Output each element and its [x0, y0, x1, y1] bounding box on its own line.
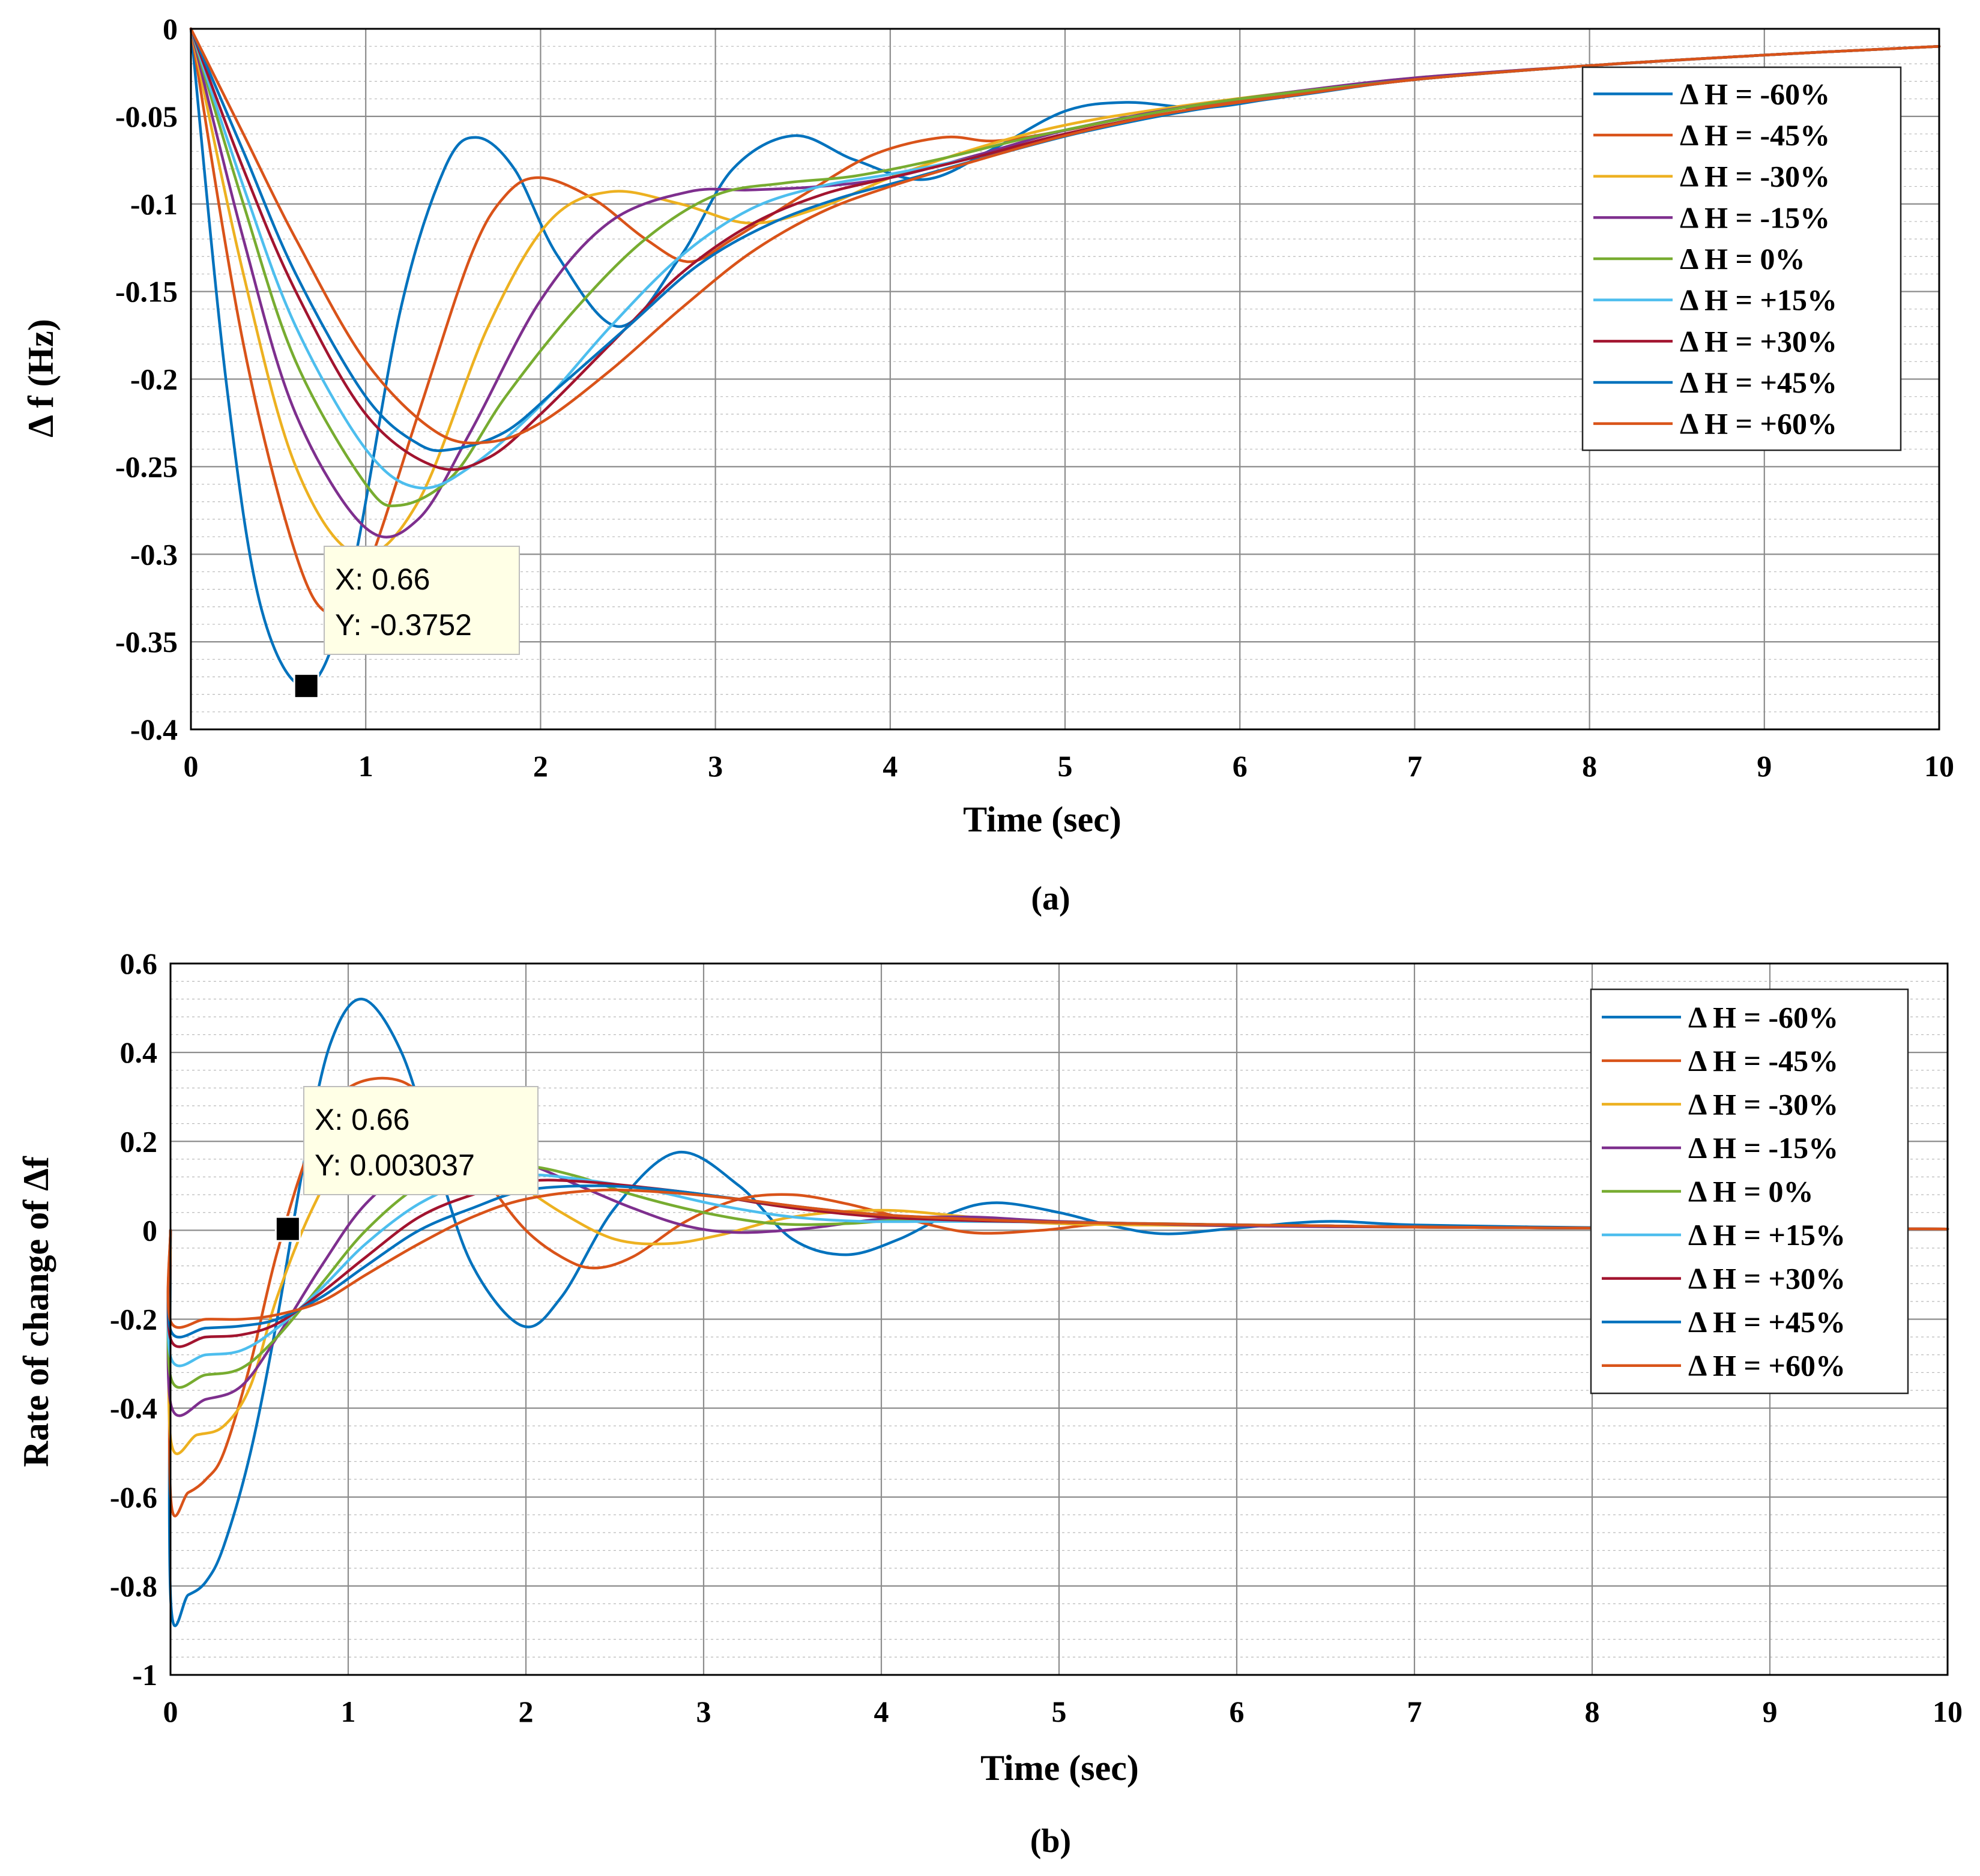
legend-entry-label: Δ H = +15%	[1680, 283, 1837, 317]
x-tick-label: 6	[1233, 749, 1248, 783]
datatip-box	[324, 546, 520, 655]
datatip-b[interactable]: X: 0.66 Y: 0.003037	[274, 1086, 539, 1242]
legend-entry-label: Δ H = 0%	[1680, 242, 1805, 276]
y-tick-label: -0.2	[130, 363, 178, 396]
x-tick-label: 5	[1058, 749, 1073, 783]
x-axis-label-a: Time (sec)	[963, 800, 1121, 839]
y-tick-label: 0.6	[120, 947, 158, 980]
legend-entry-label: Δ H = -60%	[1680, 77, 1830, 110]
y-tick-label: -0.3	[130, 537, 178, 571]
legend-entry-label: Δ H = +45%	[1680, 366, 1837, 399]
y-tick-label: 0	[142, 1213, 157, 1247]
legend-entry-label: Δ H = +60%	[1680, 407, 1837, 441]
y-tick-label: -1	[132, 1658, 157, 1692]
datatip-x-label: X: 0.66	[335, 562, 430, 596]
series-line-0	[168, 998, 1949, 1627]
datatip-a[interactable]: X: 0.66 Y: -0.3752	[293, 546, 520, 699]
legend-a: Δ H = -60% Δ H = -45% Δ H = -30% Δ H = -15%…	[1581, 66, 1902, 451]
x-tick-label: 9	[1763, 1695, 1778, 1728]
x-tick-label: 7	[1407, 749, 1422, 783]
x-tick-label: 1	[358, 749, 373, 783]
x-tick-label: 8	[1582, 749, 1597, 783]
y-tick-label: 0.2	[120, 1124, 158, 1158]
legend-entry-label: Δ H = -15%	[1688, 1131, 1838, 1165]
legend-entry-label: Δ H = -60%	[1688, 1000, 1838, 1034]
caption-a: (a)	[1031, 880, 1070, 917]
x-tick-label: 10	[1924, 749, 1954, 783]
legend-entry-label: Δ H = +30%	[1680, 324, 1837, 358]
x-tick-label: 4	[883, 749, 898, 783]
y-tick-label: -0.2	[110, 1303, 157, 1336]
series-line-8	[189, 27, 1941, 445]
y-tick-label: -0.05	[115, 100, 178, 133]
x-tick-label: 3	[696, 1695, 711, 1728]
x-tick-label: 3	[708, 749, 723, 783]
x-tick-label: 8	[1585, 1695, 1600, 1728]
x-tick-label: 4	[874, 1695, 889, 1728]
plot-frame-b	[169, 962, 1949, 1676]
series-lines-b	[166, 998, 1949, 1627]
legend-entry-label: Δ H = +15%	[1688, 1218, 1846, 1252]
x-tick-label: 1	[341, 1695, 356, 1728]
legend-entry-label: Δ H = -15%	[1680, 201, 1830, 234]
y-tick-label: 0.4	[120, 1036, 158, 1069]
plot-frame-a	[190, 28, 1940, 731]
y-tick-label: -0.25	[115, 450, 178, 483]
x-tick-label: 6	[1230, 1695, 1245, 1728]
legend-b: Δ H = -60% Δ H = -45% Δ H = -30% Δ H = -15%…	[1590, 988, 1909, 1395]
y-tick-label: -0.8	[110, 1569, 157, 1603]
series-line-8	[166, 1188, 1949, 1329]
x-tick-label: 0	[163, 1695, 178, 1728]
x-tick-label: 2	[519, 1695, 534, 1728]
datatip-y-label: Y: 0.003037	[315, 1148, 475, 1182]
x-axis-label-b: Time (sec)	[980, 1748, 1139, 1788]
legend-entry-label: Δ H = -45%	[1680, 118, 1830, 152]
y-axis-label-b: Rate of change of Δf	[16, 1156, 56, 1467]
y-tick-label: -0.4	[110, 1392, 157, 1425]
datatip-y-label: Y: -0.3752	[335, 608, 472, 642]
x-tick-label: 7	[1407, 1695, 1422, 1728]
y-axis-label-a: Δ f (Hz)	[21, 319, 61, 438]
chart-panel-a: 0 1 2 3 4 5 6 7 8 9 10 0 -0.05 -0.1 -0.15 -0.2 -0.25 -0.3…	[21, 12, 1954, 917]
legend-entry-label: Δ H = -30%	[1680, 160, 1830, 193]
tick-labels-b: 0 1 2 3 4 5 6 7 8 9 10 0.6 0.4 0.2 0 -0.2 -0.4 -0.6 -0.8 -1	[110, 947, 1963, 1728]
y-tick-label: -0.35	[115, 625, 178, 659]
x-tick-label: 5	[1052, 1695, 1067, 1728]
y-tick-label: 0	[163, 12, 178, 46]
tick-labels-a: 0 1 2 3 4 5 6 7 8 9 10 0 -0.05 -0.1 -0.15 -0.2 -0.25 -0.3…	[115, 12, 1954, 783]
y-tick-label: -0.1	[130, 187, 178, 221]
datatip-marker[interactable]	[274, 1216, 301, 1242]
legend-entry-label: Δ H = 0%	[1688, 1175, 1813, 1208]
datatip-x-label: X: 0.66	[315, 1103, 409, 1136]
x-tick-label: 9	[1757, 749, 1772, 783]
legend-entry-label: Δ H = -45%	[1688, 1044, 1838, 1078]
y-tick-label: -0.6	[110, 1480, 157, 1514]
x-tick-label: 2	[533, 749, 548, 783]
y-tick-label: -0.4	[130, 713, 178, 746]
legend-entry-label: Δ H = +60%	[1688, 1349, 1846, 1383]
chart-panel-b: 0 1 2 3 4 5 6 7 8 9 10 0.6 0.4 0.2 0 -0.2 -0.4 -0.6 -0.8 -1…	[16, 947, 1963, 1860]
datatip-box	[303, 1086, 539, 1195]
y-tick-label: -0.15	[115, 275, 178, 309]
legend-entry-label: Δ H = +30%	[1688, 1262, 1846, 1295]
legend-entry-label: Δ H = +45%	[1688, 1305, 1846, 1339]
legend-entry-label: Δ H = -30%	[1688, 1087, 1838, 1121]
caption-b: (b)	[1030, 1823, 1071, 1860]
datatip-marker[interactable]	[293, 673, 319, 699]
x-tick-label: 0	[184, 749, 199, 783]
x-tick-label: 10	[1933, 1695, 1963, 1728]
